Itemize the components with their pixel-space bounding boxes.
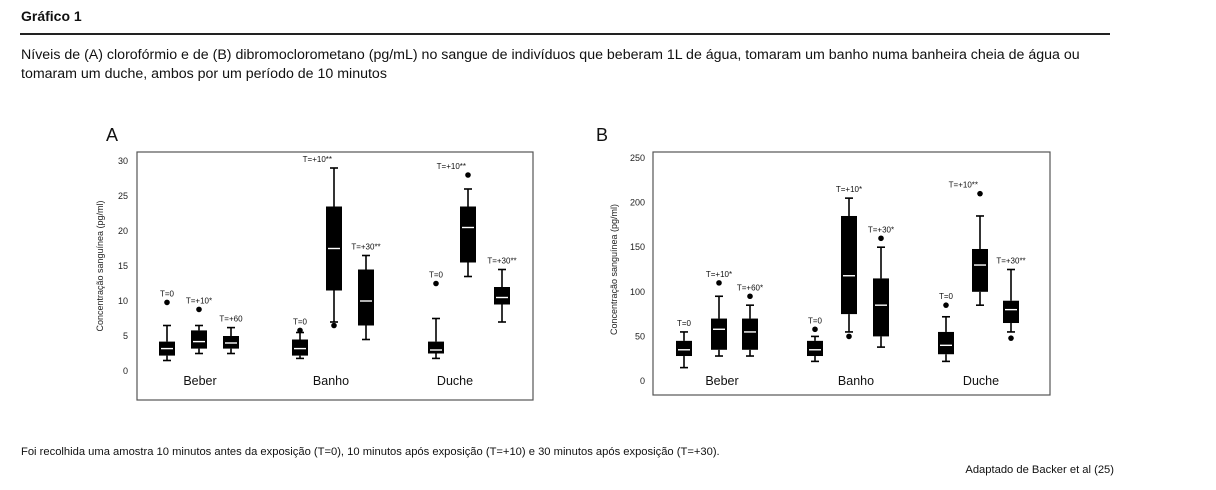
- category-label: Banho: [838, 374, 874, 388]
- category-label: Beber: [705, 374, 738, 388]
- outlier-point: [465, 172, 471, 178]
- box-label: T=0: [939, 292, 954, 301]
- outlier-point: [196, 306, 202, 313]
- y-tick-label: 15: [118, 261, 128, 271]
- box-label: T=+30**: [351, 243, 380, 252]
- y-tick-label: 25: [118, 191, 128, 201]
- box-plot: T=+10*: [836, 185, 862, 340]
- box-label: T=+10*: [186, 296, 212, 305]
- box-plot: T=+30**: [996, 257, 1026, 341]
- box-body: [428, 341, 444, 354]
- outlier-point: [433, 280, 439, 287]
- y-tick-label: 30: [118, 156, 128, 166]
- box-plot: T=0: [938, 292, 954, 363]
- outlier-point: [1008, 335, 1014, 341]
- outlier-point: [297, 327, 303, 334]
- box-label: T=0: [808, 316, 823, 325]
- box-body: [1003, 300, 1019, 324]
- plot-frame: [652, 151, 1051, 396]
- y-tick-label: 250: [630, 153, 645, 163]
- box-label: T=+30*: [868, 225, 894, 234]
- box-body: [938, 331, 954, 355]
- y-tick-label: 0: [123, 366, 128, 376]
- heading-rule: [20, 33, 1110, 35]
- box-body: [807, 340, 823, 357]
- panel-letter: B: [596, 125, 608, 145]
- box-body: [292, 339, 308, 356]
- panel-b: B 0 50 100 150 200 250 Concentração sanguínea (…: [596, 125, 1051, 396]
- box-plot: T=+10**: [303, 155, 342, 329]
- category-label: Duche: [437, 374, 473, 388]
- y-axis-label: Concentração sanguínea (pg/ml): [95, 200, 105, 331]
- box-body: [460, 206, 476, 263]
- box-body: [358, 269, 374, 326]
- outlier-point: [716, 280, 722, 286]
- box-body: [494, 287, 510, 305]
- y-tick-label: 0: [640, 376, 645, 386]
- box-plot: T=0: [676, 319, 692, 369]
- box-plot: T=0: [159, 289, 175, 362]
- plot-frame: [136, 151, 534, 401]
- outlier-point: [878, 235, 884, 242]
- box-plot: T=+10*: [706, 270, 732, 357]
- box-plot: T=+60*: [737, 283, 763, 357]
- outlier-point: [812, 326, 818, 333]
- box-body: [191, 330, 207, 349]
- box-label: T=0: [429, 271, 444, 280]
- category-label: Duche: [963, 374, 999, 388]
- panel-letter: A: [106, 125, 118, 145]
- box-plot: T=+10**: [437, 162, 476, 278]
- box-plot: T=0: [292, 317, 308, 360]
- panel-a: A 0 5 10 15 20 25 30 Concentração sanguínea (pg/…: [95, 125, 534, 401]
- box-label: T=+10**: [949, 181, 978, 190]
- box-label: T=0: [677, 319, 692, 328]
- y-tick-label: 5: [123, 331, 128, 341]
- box-body: [676, 340, 692, 357]
- source-credit: Adaptado de Backer et al (25): [965, 464, 1114, 476]
- figure-caption: Níveis de (A) clorofórmio e de (B) dibro…: [21, 47, 1080, 82]
- box-plot: T=0: [428, 271, 444, 360]
- box-label: T=+10*: [706, 270, 732, 279]
- box-label: T=+30**: [996, 257, 1025, 266]
- outlier-point: [331, 322, 337, 329]
- box-body: [711, 318, 727, 350]
- y-tick-label: 50: [635, 331, 645, 341]
- box-plot: T=+60: [219, 315, 243, 355]
- box-label: T=0: [160, 289, 175, 298]
- box-label: T=+60*: [737, 283, 763, 292]
- box-label: T=0: [293, 317, 308, 326]
- figure-heading: Gráfico 1: [21, 8, 82, 24]
- y-tick-label: 100: [630, 287, 645, 297]
- y-tick-label: 10: [118, 296, 128, 306]
- outlier-point: [943, 302, 949, 308]
- box-body: [873, 278, 889, 337]
- outlier-point: [977, 190, 983, 197]
- box-plot: T=+10**: [949, 181, 988, 306]
- y-tick-label: 200: [630, 198, 645, 208]
- box-plot: T=+30**: [351, 243, 381, 341]
- y-axis-label: Concentração sanguínea (pg/ml): [609, 204, 619, 335]
- category-label: Banho: [313, 374, 349, 388]
- box-body: [841, 215, 857, 315]
- outlier-point: [164, 299, 170, 306]
- box-plot: T=+30**: [487, 257, 517, 323]
- box-label: T=+30**: [487, 257, 516, 266]
- box-label: T=+60: [219, 315, 243, 324]
- box-label: T=+10**: [437, 162, 466, 171]
- footnote: Foi recolhida uma amostra 10 minutos ant…: [21, 446, 720, 458]
- y-tick-label: 150: [630, 242, 645, 252]
- box-plot: T=+10*: [186, 296, 212, 355]
- y-tick-label: 20: [118, 226, 128, 236]
- box-plot: T=+30*: [868, 225, 894, 348]
- outlier-point: [846, 333, 852, 340]
- box-plot: T=0: [807, 316, 823, 363]
- box-body: [742, 318, 758, 350]
- box-body: [972, 248, 988, 292]
- category-label: Beber: [183, 374, 216, 388]
- box-label: T=+10**: [303, 155, 332, 164]
- outlier-point: [747, 293, 753, 300]
- box-label: T=+10*: [836, 185, 862, 194]
